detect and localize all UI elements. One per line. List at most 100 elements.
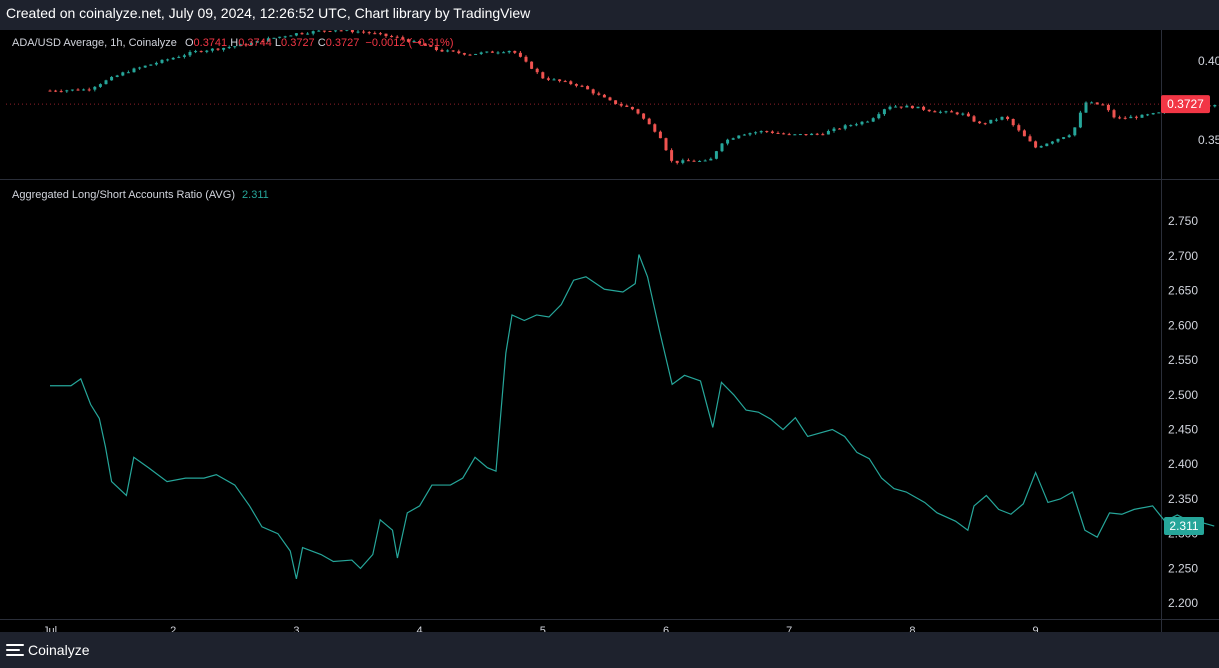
candle-body	[1056, 138, 1060, 142]
close-value: 0.3727	[325, 37, 360, 49]
candle-body	[306, 33, 310, 35]
candle-body	[737, 135, 741, 139]
candle-body	[104, 80, 108, 85]
candle-body	[1078, 112, 1082, 128]
candle-body	[922, 106, 926, 110]
candle-body	[754, 132, 758, 134]
candle-body	[1157, 112, 1161, 114]
candle-body	[698, 160, 702, 162]
candle-body	[227, 47, 231, 49]
candle-body	[390, 36, 394, 38]
candle-body	[154, 62, 158, 65]
candle-body	[653, 124, 657, 132]
candle-body	[1090, 102, 1094, 104]
candle-body	[938, 111, 942, 113]
candle-body	[1045, 143, 1049, 147]
candle-body	[160, 59, 164, 63]
candle-body	[283, 36, 287, 38]
candle-body	[322, 30, 326, 32]
ratio-legend: Aggregated Long/Short Accounts Ratio (AV…	[12, 189, 269, 201]
candle-body	[54, 90, 58, 92]
candle-body	[395, 36, 399, 38]
candle-body	[238, 44, 242, 47]
candle-body	[502, 52, 506, 54]
candle-body	[552, 79, 556, 81]
candle-body	[798, 134, 802, 136]
candle-body	[619, 103, 623, 106]
time-tick-label: 5	[540, 625, 546, 632]
candle-body	[507, 50, 511, 53]
menu-icon	[6, 643, 24, 657]
candle-body	[1213, 105, 1217, 107]
candle-body	[110, 76, 114, 81]
price-symbol: ADA/USD Average, 1h, Coinalyze	[12, 37, 177, 49]
candle-body	[222, 47, 226, 50]
candle-body	[311, 31, 315, 34]
high-key: H	[230, 37, 239, 49]
chart-canvas[interactable]: 0.4000 0.3500 0.3727 2.750 2.700 2.650 2.600 2.…	[0, 30, 1219, 632]
price-tick-label: 0.3500	[1198, 133, 1219, 147]
candle-body	[406, 39, 410, 42]
candle-body	[720, 143, 724, 152]
candle-body	[709, 158, 713, 161]
candle-body	[70, 89, 74, 91]
candle-body	[1095, 102, 1099, 105]
candle-body	[1123, 117, 1127, 119]
candle-body	[1101, 104, 1105, 106]
candle-body	[367, 32, 371, 34]
candle-body	[838, 128, 842, 130]
candle-body	[278, 36, 282, 38]
ratio-tick-label: 2.500	[1168, 388, 1198, 402]
candle-body	[1112, 110, 1116, 118]
candle-body	[328, 30, 332, 32]
open-value: 0.3741	[193, 37, 228, 49]
candle-body	[978, 121, 982, 124]
candle-body	[714, 151, 718, 159]
candle-body	[1140, 114, 1144, 118]
low-value: 0.3727	[281, 37, 315, 49]
ratio-tick-label: 2.400	[1168, 457, 1198, 471]
candle-body	[759, 131, 763, 133]
candle-body	[961, 113, 965, 115]
candle-body	[250, 42, 254, 46]
candle-body	[132, 68, 136, 73]
candle-body	[289, 35, 293, 37]
candle-body	[76, 89, 80, 91]
candle-body	[513, 50, 517, 53]
candle-body	[171, 57, 175, 60]
time-tick-label: 8	[909, 625, 915, 632]
candle-body	[866, 121, 870, 123]
candle-body	[832, 128, 836, 131]
candle-body	[82, 89, 86, 91]
candle-body	[199, 51, 203, 53]
candle-body	[194, 51, 198, 53]
brand[interactable]: Coinalyze	[6, 641, 89, 659]
candle-body	[815, 133, 819, 135]
candle-body	[675, 160, 679, 163]
candle-body	[98, 84, 102, 87]
candle-body	[485, 51, 489, 53]
candle-body	[423, 43, 427, 46]
candle-body	[843, 125, 847, 129]
time-tick-label: 2	[170, 625, 176, 632]
candle-body	[580, 85, 584, 87]
high-value: 0.3744	[238, 37, 272, 49]
candle-body	[1017, 125, 1021, 131]
candle-body	[782, 133, 786, 135]
candle-body	[474, 53, 478, 55]
open-key: O	[184, 37, 194, 49]
candle-body	[384, 33, 388, 37]
candle-body	[686, 160, 690, 162]
candle-body	[731, 138, 735, 140]
candle-body	[871, 118, 875, 122]
ratio-tick-label: 2.450	[1168, 423, 1198, 437]
candle-body	[345, 30, 349, 31]
low-key: L	[274, 37, 282, 49]
candle-body	[927, 109, 931, 112]
candle-body	[854, 124, 858, 126]
candle-body	[412, 41, 416, 43]
candle-body	[166, 59, 170, 61]
chart-area[interactable]	[0, 30, 1219, 632]
candle-body	[586, 86, 590, 90]
candle-body	[821, 134, 825, 136]
